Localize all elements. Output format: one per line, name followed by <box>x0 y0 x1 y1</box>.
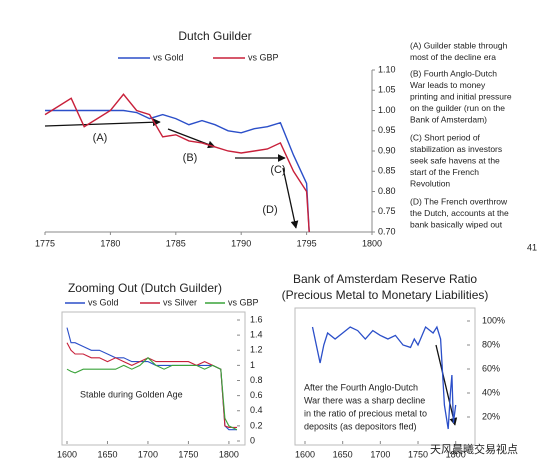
y-tick-label: 0 <box>250 435 255 445</box>
x-tick-label: 1800 <box>362 238 382 248</box>
y-tick-label: 1 <box>250 360 255 370</box>
note-line: on the guilder (run on the <box>410 103 505 113</box>
x-tick-label: 1795 <box>297 238 317 248</box>
chart-title: Dutch Guilder <box>178 29 251 43</box>
annotation: Stable during Golden Age <box>80 389 183 399</box>
annotation: (D) <box>262 204 277 216</box>
x-tick-label: 1785 <box>166 238 186 248</box>
y-tick-label: 60% <box>482 363 500 373</box>
arrows <box>44 118 458 426</box>
watermark: 天风晨曦交易视点 <box>430 442 518 456</box>
chart-subtitle: (Precious Metal to Monetary Liabilities) <box>282 288 489 302</box>
x-tick-label: 1750 <box>408 449 428 459</box>
note-line: start of the French <box>410 167 479 177</box>
y-tick-label: 20% <box>482 411 500 421</box>
note-line: (D) The French overthrow <box>410 196 508 206</box>
y-tick-label: 80% <box>482 339 500 349</box>
series-line <box>66 342 237 428</box>
x-tick-label: 1650 <box>333 449 353 459</box>
chart-title: Zooming Out (Dutch Guilder) <box>68 281 222 295</box>
annotation: deposits (as depositors fled) <box>304 421 417 431</box>
chart-frame <box>61 311 246 446</box>
x-tick-label: 1800 <box>219 449 239 459</box>
x-tick-label: 1600 <box>295 449 315 459</box>
y-tick-label: 1.4 <box>250 330 263 340</box>
x-tick-label: 1800 <box>446 449 466 459</box>
x-tick-label: 1700 <box>138 449 158 459</box>
x-tick-label: 1700 <box>370 449 390 459</box>
note-line: War leads to money <box>410 80 486 90</box>
annotation: War there was a sharp decline <box>304 395 425 405</box>
x-tick-label: 1780 <box>100 238 120 248</box>
y-tick-label: 0.85 <box>378 166 396 176</box>
x-tick-label: 1650 <box>97 449 117 459</box>
y-tick-label: 1.10 <box>378 64 396 74</box>
y-tick-label: 0.2 <box>250 420 263 430</box>
note-line: Bank of Amsterdam) <box>410 114 487 124</box>
note-line: seek safe havens at the <box>410 155 500 165</box>
note-line: printing and initial pressure <box>410 91 512 101</box>
arrow <box>282 167 299 229</box>
y-tick-label: 0.95 <box>378 125 396 135</box>
y-tick-label: 1.2 <box>250 345 263 355</box>
x-tick-label: 1750 <box>178 449 198 459</box>
series-line <box>44 93 310 233</box>
legend-label: vs Gold <box>88 297 119 307</box>
note-line: (C) Short period of <box>410 132 481 142</box>
y-tick-label: 0.4 <box>250 405 263 415</box>
x-tick-label: 1790 <box>231 238 251 248</box>
y-tick-label: 1.6 <box>250 314 263 324</box>
x-tick-label: 1775 <box>35 238 55 248</box>
series-line <box>311 325 457 430</box>
x-tick-label: 1600 <box>57 449 77 459</box>
note-line: (A) Guilder stable through <box>410 40 508 50</box>
note-line: bank basically wiped out <box>410 219 503 229</box>
y-tick-label: 0.8 <box>250 375 263 385</box>
page-number: 41 <box>527 242 537 252</box>
y-tick-label: 100% <box>482 315 505 325</box>
series-line <box>66 357 238 431</box>
annotation: (B) <box>183 152 198 164</box>
legend-label: vs Silver <box>163 297 197 307</box>
y-tick-label: 0.90 <box>378 145 396 155</box>
note-line: Revolution <box>410 178 450 188</box>
y-tick-label: 0.6 <box>250 390 263 400</box>
chart-title: Bank of Amsterdam Reserve Ratio <box>293 272 477 286</box>
legend-label: vs GBP <box>248 52 279 62</box>
annotation: (A) <box>93 132 108 144</box>
y-tick-label: 0.70 <box>378 226 396 236</box>
arrow <box>435 344 458 426</box>
annotation: After the Fourth Anglo-Dutch <box>304 382 418 392</box>
y-tick-label: 0.75 <box>378 206 396 216</box>
legend-label: vs GBP <box>228 297 259 307</box>
note-line: most of the decline era <box>410 52 496 62</box>
note-line: (B) Fourth Anglo-Dutch <box>410 68 497 78</box>
y-tick-label: 40% <box>482 387 500 397</box>
chart-frame <box>294 307 476 446</box>
note-line: the Dutch, accounts at the <box>410 208 509 218</box>
legend-label: vs Gold <box>153 52 184 62</box>
arrow <box>44 118 161 127</box>
y-tick-label: 0.80 <box>378 186 396 196</box>
y-tick-label: 1.05 <box>378 85 396 95</box>
note-line: stabilization as investors <box>410 144 502 154</box>
y-tick-label: 1.00 <box>378 105 396 115</box>
series-line <box>66 327 237 431</box>
annotation: (C) <box>270 164 285 176</box>
series-line <box>45 109 310 233</box>
annotation: in the ratio of precious metal to <box>304 408 427 418</box>
